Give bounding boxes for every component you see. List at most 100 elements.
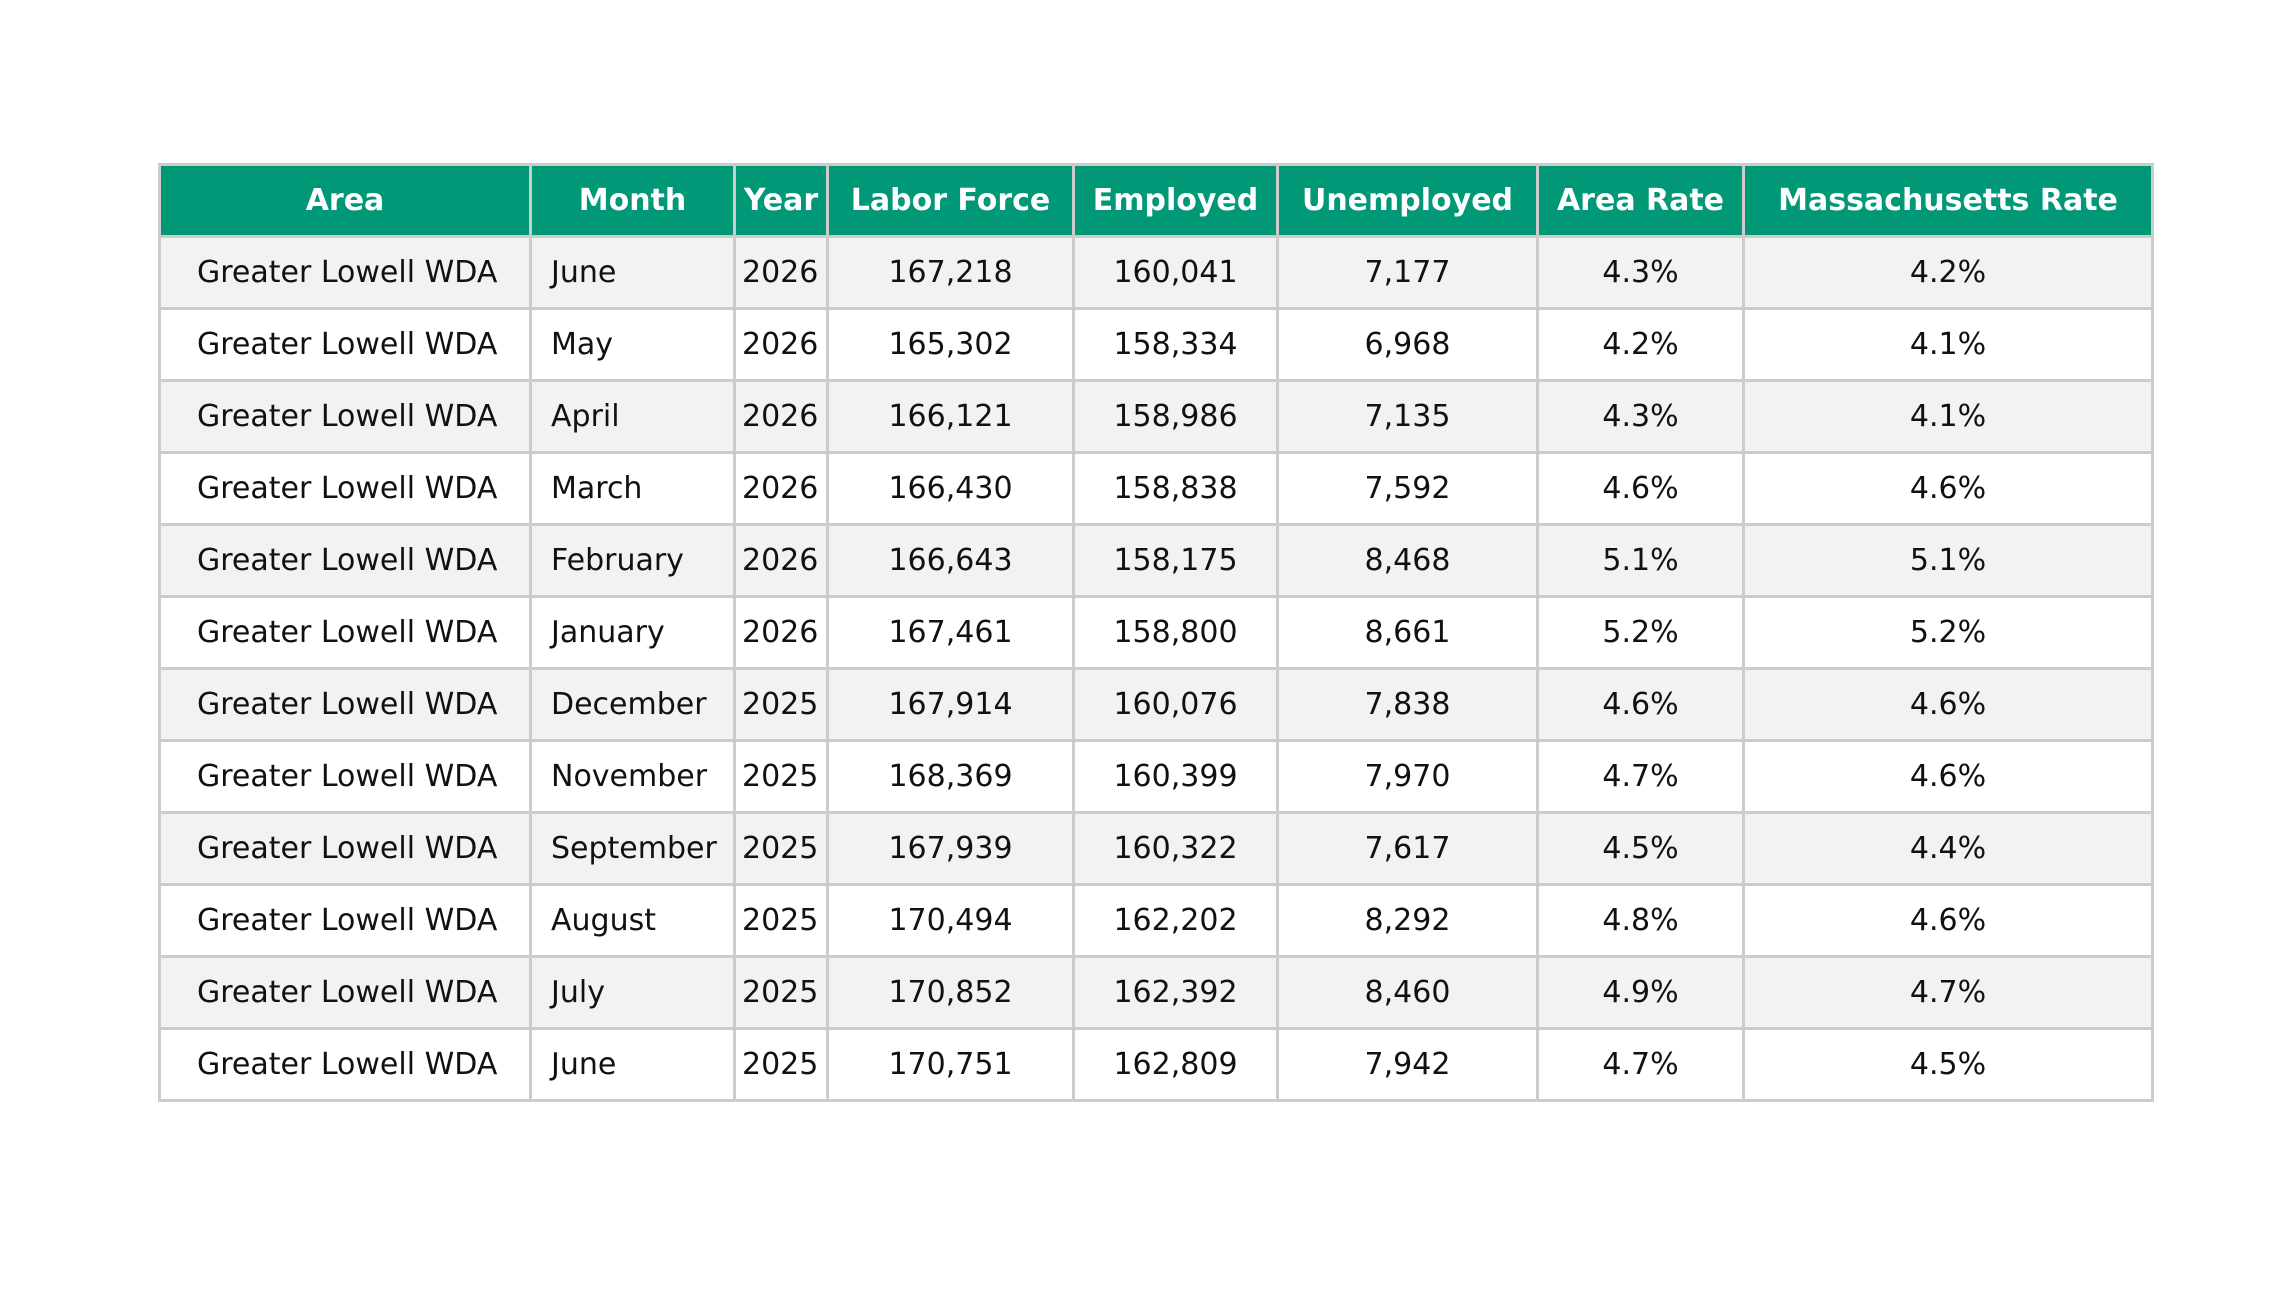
cell-massachusetts-rate: 4.6% bbox=[1742, 667, 2154, 742]
cell-area-rate: 4.5% bbox=[1536, 811, 1745, 886]
cell-massachusetts-rate: 4.1% bbox=[1742, 379, 2154, 454]
cell-labor-force: 170,751 bbox=[826, 1027, 1075, 1102]
cell-year: 2025 bbox=[733, 1027, 829, 1102]
cell-labor-force: 166,643 bbox=[826, 523, 1075, 598]
cell-massachusetts-rate: 4.6% bbox=[1742, 739, 2154, 814]
cell-area-rate: 4.7% bbox=[1536, 739, 1745, 814]
cell-area-rate: 4.9% bbox=[1536, 955, 1745, 1030]
cell-area: Greater Lowell WDA bbox=[158, 235, 532, 310]
cell-month: March bbox=[529, 451, 736, 526]
table-row: Greater Lowell WDA July 2025 170,852 162,392… bbox=[158, 955, 2154, 1030]
cell-massachusetts-rate: 5.2% bbox=[1742, 595, 2154, 670]
cell-area: Greater Lowell WDA bbox=[158, 1027, 532, 1102]
cell-month: June bbox=[529, 1027, 736, 1102]
cell-year: 2026 bbox=[733, 307, 829, 382]
cell-unemployed: 8,468 bbox=[1276, 523, 1539, 598]
cell-month: May bbox=[529, 307, 736, 382]
cell-employed: 158,838 bbox=[1072, 451, 1279, 526]
cell-employed: 162,202 bbox=[1072, 883, 1279, 958]
cell-employed: 160,322 bbox=[1072, 811, 1279, 886]
table-row: Greater Lowell WDA November 2025 168,369 160… bbox=[158, 739, 2154, 814]
cell-month: September bbox=[529, 811, 736, 886]
cell-area-rate: 5.1% bbox=[1536, 523, 1745, 598]
column-header-massachusetts-rate: Massachusetts Rate bbox=[1742, 163, 2154, 238]
column-header-area: Area bbox=[158, 163, 532, 238]
cell-massachusetts-rate: 4.6% bbox=[1742, 883, 2154, 958]
cell-area-rate: 5.2% bbox=[1536, 595, 1745, 670]
cell-unemployed: 6,968 bbox=[1276, 307, 1539, 382]
cell-labor-force: 170,852 bbox=[826, 955, 1075, 1030]
cell-area: Greater Lowell WDA bbox=[158, 883, 532, 958]
table-row: Greater Lowell WDA August 2025 170,494 162,2… bbox=[158, 883, 2154, 958]
cell-year: 2026 bbox=[733, 451, 829, 526]
cell-year: 2025 bbox=[733, 955, 829, 1030]
column-header-year: Year bbox=[733, 163, 829, 238]
cell-area: Greater Lowell WDA bbox=[158, 595, 532, 670]
cell-massachusetts-rate: 4.1% bbox=[1742, 307, 2154, 382]
cell-area: Greater Lowell WDA bbox=[158, 523, 532, 598]
cell-massachusetts-rate: 4.6% bbox=[1742, 451, 2154, 526]
cell-unemployed: 7,177 bbox=[1276, 235, 1539, 310]
cell-massachusetts-rate: 4.4% bbox=[1742, 811, 2154, 886]
column-header-employed: Employed bbox=[1072, 163, 1279, 238]
cell-year: 2026 bbox=[733, 523, 829, 598]
table-row: Greater Lowell WDA January 2026 167,461 158,… bbox=[158, 595, 2154, 670]
cell-unemployed: 8,292 bbox=[1276, 883, 1539, 958]
cell-area-rate: 4.2% bbox=[1536, 307, 1745, 382]
cell-labor-force: 166,430 bbox=[826, 451, 1075, 526]
table-row: Greater Lowell WDA February 2026 166,643 158… bbox=[158, 523, 2154, 598]
cell-employed: 160,399 bbox=[1072, 739, 1279, 814]
cell-employed: 162,392 bbox=[1072, 955, 1279, 1030]
cell-labor-force: 167,461 bbox=[826, 595, 1075, 670]
cell-month: July bbox=[529, 955, 736, 1030]
cell-year: 2025 bbox=[733, 667, 829, 742]
table-row: Greater Lowell WDA May 2026 165,302 158,334 6… bbox=[158, 307, 2154, 382]
cell-area: Greater Lowell WDA bbox=[158, 739, 532, 814]
cell-employed: 160,041 bbox=[1072, 235, 1279, 310]
cell-area-rate: 4.7% bbox=[1536, 1027, 1745, 1102]
cell-unemployed: 8,460 bbox=[1276, 955, 1539, 1030]
cell-unemployed: 8,661 bbox=[1276, 595, 1539, 670]
header-row: Area Month Year Labor Force Employed Unemploy… bbox=[158, 163, 2154, 238]
cell-area: Greater Lowell WDA bbox=[158, 379, 532, 454]
cell-year: 2026 bbox=[733, 379, 829, 454]
table-row: Greater Lowell WDA March 2026 166,430 158,83… bbox=[158, 451, 2154, 526]
cell-employed: 158,800 bbox=[1072, 595, 1279, 670]
cell-labor-force: 167,914 bbox=[826, 667, 1075, 742]
cell-employed: 158,334 bbox=[1072, 307, 1279, 382]
column-header-month: Month bbox=[529, 163, 736, 238]
table-body: Greater Lowell WDA June 2026 167,218 160,041… bbox=[158, 235, 2154, 1102]
cell-month: June bbox=[529, 235, 736, 310]
cell-labor-force: 167,939 bbox=[826, 811, 1075, 886]
cell-massachusetts-rate: 4.7% bbox=[1742, 955, 2154, 1030]
cell-massachusetts-rate: 5.1% bbox=[1742, 523, 2154, 598]
cell-labor-force: 165,302 bbox=[826, 307, 1075, 382]
cell-employed: 158,175 bbox=[1072, 523, 1279, 598]
cell-area: Greater Lowell WDA bbox=[158, 955, 532, 1030]
table-row: Greater Lowell WDA June 2026 167,218 160,041… bbox=[158, 235, 2154, 310]
cell-area: Greater Lowell WDA bbox=[158, 811, 532, 886]
cell-unemployed: 7,838 bbox=[1276, 667, 1539, 742]
labor-statistics-table: Area Month Year Labor Force Employed Unemploy… bbox=[158, 163, 2154, 1102]
cell-month: November bbox=[529, 739, 736, 814]
cell-area-rate: 4.6% bbox=[1536, 667, 1745, 742]
cell-year: 2025 bbox=[733, 883, 829, 958]
column-header-unemployed: Unemployed bbox=[1276, 163, 1539, 238]
table-row: Greater Lowell WDA June 2025 170,751 162,809… bbox=[158, 1027, 2154, 1102]
cell-employed: 158,986 bbox=[1072, 379, 1279, 454]
table-row: Greater Lowell WDA December 2025 167,914 160… bbox=[158, 667, 2154, 742]
cell-month: April bbox=[529, 379, 736, 454]
cell-area: Greater Lowell WDA bbox=[158, 667, 532, 742]
table-row: Greater Lowell WDA September 2025 167,939 16… bbox=[158, 811, 2154, 886]
cell-area-rate: 4.3% bbox=[1536, 379, 1745, 454]
table-row: Greater Lowell WDA April 2026 166,121 158,98… bbox=[158, 379, 2154, 454]
cell-year: 2025 bbox=[733, 811, 829, 886]
cell-labor-force: 167,218 bbox=[826, 235, 1075, 310]
cell-unemployed: 7,617 bbox=[1276, 811, 1539, 886]
cell-employed: 160,076 bbox=[1072, 667, 1279, 742]
cell-unemployed: 7,592 bbox=[1276, 451, 1539, 526]
cell-employed: 162,809 bbox=[1072, 1027, 1279, 1102]
cell-labor-force: 170,494 bbox=[826, 883, 1075, 958]
cell-area: Greater Lowell WDA bbox=[158, 451, 532, 526]
cell-labor-force: 168,369 bbox=[826, 739, 1075, 814]
